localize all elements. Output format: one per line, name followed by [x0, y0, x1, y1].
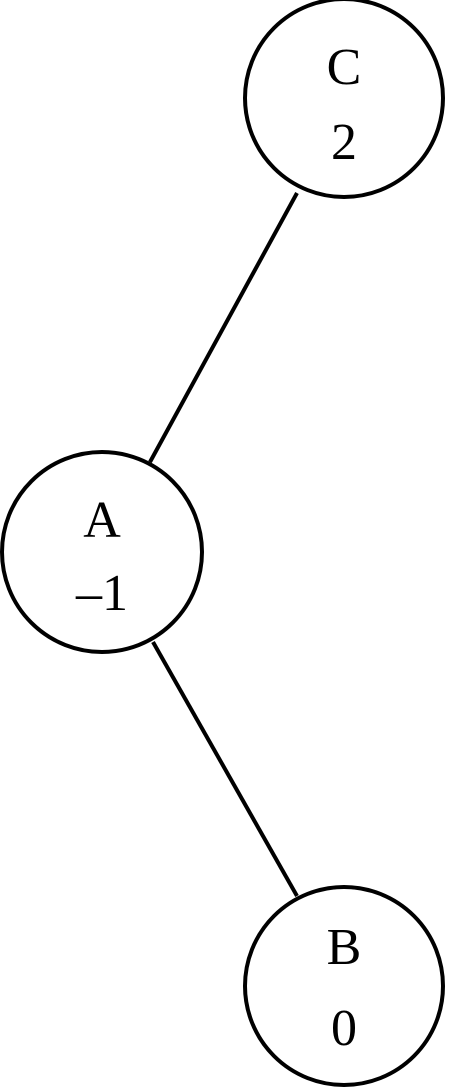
node-c: C 2 — [243, 0, 445, 199]
node-b: B 0 — [243, 885, 445, 1087]
node-a-label: A — [83, 492, 121, 549]
node-b-label: B — [327, 919, 362, 976]
edge-c-a — [148, 192, 299, 463]
node-c-circle — [243, 0, 445, 199]
node-a-value: –1 — [75, 565, 128, 622]
node-b-circle — [243, 885, 445, 1087]
edge-a-b — [151, 641, 299, 897]
node-b-value: 0 — [331, 1000, 357, 1057]
node-c-label: C — [327, 39, 362, 96]
node-c-value: 2 — [331, 114, 357, 171]
node-a-circle — [0, 450, 204, 654]
node-a: A –1 — [0, 450, 204, 654]
